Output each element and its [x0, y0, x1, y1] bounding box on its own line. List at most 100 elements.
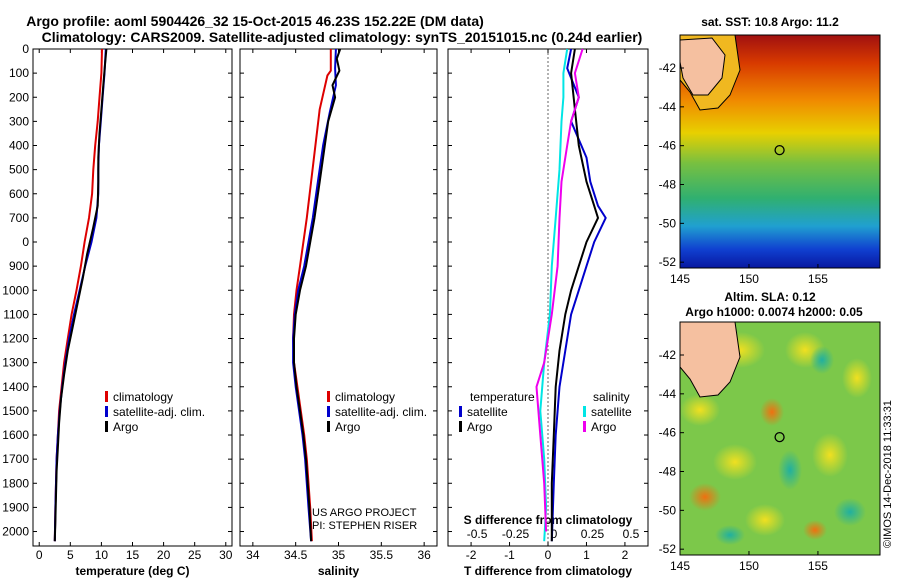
y-tick-label: 0	[22, 235, 29, 249]
top-axis-label: S difference from climatology	[464, 513, 633, 527]
sst-map-frame	[679, 34, 881, 269]
legend-swatch-satellite	[105, 406, 108, 417]
salinity-panel: 34 34.5 35 35.5 36 salinity	[239, 48, 438, 578]
legend-label-satellite: satellite-adj. clim.	[335, 405, 427, 419]
map-x-tick-label: 155	[808, 272, 828, 286]
y-tick-label: 400	[9, 139, 29, 153]
credit-pi: PI: STEPHEN RISER	[312, 520, 417, 532]
y-tick-label: 700	[9, 211, 29, 225]
y-tick-label: 0	[22, 42, 29, 56]
plot-frame	[239, 48, 438, 547]
x-tick-label: 0	[36, 548, 43, 562]
y-tick-label: 1700	[2, 452, 29, 466]
y-tick-label: 1400	[2, 380, 29, 394]
x-tick-label: -1	[504, 548, 515, 562]
plot-frame	[32, 48, 233, 547]
legend-swatch-argo	[327, 421, 330, 432]
top-tick-label: 0.5	[623, 527, 640, 541]
x-tick-label: 35.5	[370, 548, 394, 562]
legend-swatch-climatology	[105, 391, 108, 402]
sla-map: Altim. SLA: 0.12 Argo h1000: 0.0074 h200…	[659, 290, 881, 573]
top-tick-label: 0	[551, 527, 558, 541]
legend-header-salinity: salinity	[593, 390, 630, 404]
figure-title-line1: Argo profile: aoml 5904426_32 15-Oct-201…	[26, 13, 484, 29]
x-tick-label: 2	[622, 548, 629, 562]
sla-map-frame	[679, 321, 881, 556]
x-tick-label: 5	[67, 548, 74, 562]
x-tick-label: 34	[246, 548, 260, 562]
x-axis-label: salinity	[318, 564, 360, 578]
map-y-tick-label: -52	[659, 542, 677, 556]
credit-project: US ARGO PROJECT	[312, 507, 417, 519]
x-tick-label: 30	[219, 548, 233, 562]
x-tick-label: 35	[332, 548, 346, 562]
legend-label-argo: Argo	[113, 420, 139, 434]
imos-timestamp: ©IMOS 14-Dec-2018 11:33:31	[882, 400, 894, 548]
map-y-tick-label: -42	[659, 61, 677, 75]
map-y-tick-label: -50	[659, 503, 677, 517]
x-tick-label: 36	[417, 548, 431, 562]
y-tick-label: 500	[9, 163, 29, 177]
figure-title-line2: Climatology: CARS2009. Satellite-adjuste…	[42, 29, 643, 45]
legend-label-t-satellite: satellite	[467, 405, 508, 419]
map-y-tick-label: -42	[659, 348, 677, 362]
temperature-panel: 0 5 10 15 20 25 300100200300400500600700090010…	[2, 42, 232, 578]
map-x-tick-label: 145	[670, 272, 690, 286]
argo-position-marker	[774, 431, 785, 443]
map-y-tick-label: -46	[659, 426, 677, 440]
sla-map-subtitle: Argo h1000: 0.0074 h2000: 0.05	[685, 305, 863, 319]
legend-label-t-argo: Argo	[467, 420, 493, 434]
x-tick-label: 1	[583, 548, 590, 562]
x-axis-label: temperature (deg C)	[75, 564, 189, 578]
x-tick-label: 0	[545, 548, 552, 562]
series-line	[550, 48, 607, 542]
top-tick-label: -0.5	[467, 527, 488, 541]
y-tick-label: 1200	[2, 332, 29, 346]
top-tick-label: -0.25	[502, 527, 530, 541]
x-tick-label: 25	[188, 548, 202, 562]
legend-label-climatology: climatology	[335, 390, 395, 404]
y-tick-label: 200	[9, 90, 29, 104]
sst-land-tasmania-inner	[680, 37, 726, 96]
argo-position-marker	[774, 144, 785, 156]
y-tick-label: 1900	[2, 500, 29, 514]
legend-label-argo: Argo	[335, 420, 361, 434]
legend-swatch-t-argo	[459, 421, 462, 432]
series-line	[293, 48, 342, 542]
y-tick-label: 900	[9, 259, 29, 273]
sst-map: sat. SST: 10.8 Argo: 11.2 145 150 155 -42 -4…	[659, 15, 881, 286]
legend-label-s-argo: Argo	[591, 420, 617, 434]
x-tick-label: 10	[95, 548, 109, 562]
y-tick-label: 1100	[3, 307, 29, 321]
y-tick-label: 1500	[2, 404, 29, 418]
difference-panel: -2 -1 0 1 2 S difference from climatology-0.5…	[447, 48, 649, 578]
y-tick-label: 300	[9, 114, 29, 128]
y-tick-label: 600	[9, 187, 29, 201]
map-y-tick-label: -48	[659, 465, 677, 479]
map-x-tick-label: 150	[739, 559, 759, 573]
sst-map-title: sat. SST: 10.8 Argo: 11.2	[701, 15, 839, 29]
difference-legend: temperature satellite Argo salinity sate…	[459, 390, 632, 434]
legend-swatch-t-satellite	[459, 406, 462, 417]
series-line	[535, 48, 584, 532]
map-y-tick-label: -46	[659, 139, 677, 153]
x-axis-label: T difference from climatology	[464, 564, 632, 578]
series-line	[539, 48, 569, 542]
legend-swatch-climatology	[327, 391, 330, 402]
x-tick-label: 34.5	[284, 548, 308, 562]
map-y-tick-label: -44	[659, 100, 677, 114]
salinity-legend: climatology satellite-adj. clim. Argo	[327, 390, 427, 434]
sla-land-tasmania	[680, 322, 741, 398]
legend-swatch-s-satellite	[583, 406, 586, 417]
series-line	[53, 48, 108, 542]
y-tick-label: 1000	[2, 283, 29, 297]
legend-swatch-satellite	[327, 406, 330, 417]
map-y-tick-label: -52	[659, 255, 677, 269]
legend-swatch-argo	[105, 421, 108, 432]
y-tick-label: 1300	[2, 356, 29, 370]
sla-map-title: Altim. SLA: 0.12	[724, 290, 816, 304]
sla-anomaly-blobs	[680, 332, 872, 545]
x-tick-label: -2	[466, 548, 477, 562]
map-x-tick-label: 145	[670, 559, 690, 573]
